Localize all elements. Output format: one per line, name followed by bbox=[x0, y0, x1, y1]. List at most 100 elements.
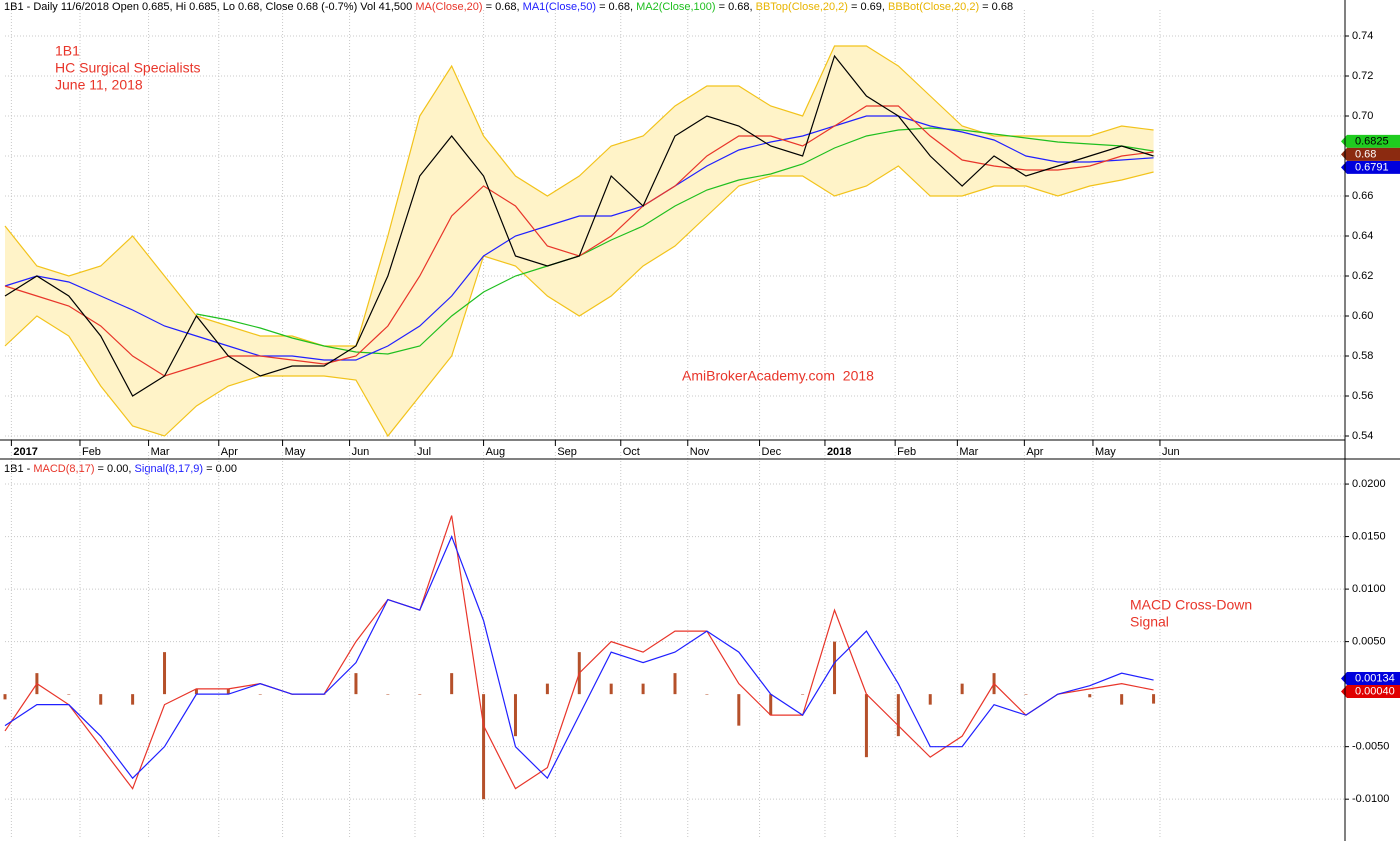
x-tick-label: Feb bbox=[897, 446, 916, 458]
x-tick-label: Nov bbox=[690, 446, 710, 458]
histogram-bar bbox=[896, 694, 900, 737]
histogram-bar bbox=[833, 641, 837, 695]
annotation: HC Surgical Specialists bbox=[55, 60, 201, 76]
series-line bbox=[196, 127, 1154, 355]
watermark: AmiBrokerAcademy.com 2018 bbox=[682, 368, 874, 384]
last-value-label: 0.00040 bbox=[1355, 685, 1395, 697]
x-tick-label: Feb bbox=[82, 446, 101, 458]
y-tick-label: 0.74 bbox=[1352, 30, 1373, 42]
series-line bbox=[4, 54, 1154, 397]
y-tick-label: 0.54 bbox=[1352, 430, 1373, 442]
x-tick-label: Oct bbox=[623, 446, 640, 458]
x-tick-label: Mar bbox=[151, 446, 170, 458]
y-tick-label: -0.0050 bbox=[1352, 741, 1389, 753]
series-line bbox=[4, 515, 1154, 790]
histogram-bar bbox=[99, 694, 103, 705]
histogram-bar bbox=[67, 694, 71, 695]
last-value-label: 0.6791 bbox=[1355, 161, 1389, 173]
y-tick-label: 0.66 bbox=[1352, 190, 1373, 202]
histogram-bar bbox=[513, 694, 517, 737]
histogram-bar bbox=[131, 694, 135, 705]
header-segment: MA(Close,20) bbox=[415, 1, 482, 13]
histogram-bar bbox=[354, 673, 358, 695]
histogram-bar bbox=[163, 652, 167, 695]
x-tick-label: Apr bbox=[1026, 446, 1043, 458]
series-line bbox=[4, 165, 1154, 438]
series-line bbox=[4, 115, 1154, 361]
header-segment: MA1(Close,50) bbox=[523, 1, 596, 13]
annotation: MACD Cross-Down bbox=[1130, 597, 1252, 613]
x-tick-label: Jul bbox=[417, 446, 431, 458]
annotation: June 11, 2018 bbox=[55, 77, 143, 93]
histogram-bar bbox=[801, 694, 805, 695]
histogram-bar bbox=[482, 694, 486, 800]
histogram-bar bbox=[1152, 694, 1156, 704]
histogram-bar bbox=[194, 688, 198, 695]
y-tick-label: 0.64 bbox=[1352, 230, 1373, 242]
header-segment: = 0.00, bbox=[94, 463, 134, 475]
header-segment: = 0.00 bbox=[203, 463, 237, 475]
histogram-bar bbox=[960, 683, 964, 695]
x-tick-label: Aug bbox=[486, 446, 506, 458]
header-segment: 1B1 - bbox=[4, 463, 33, 475]
header-segment: BBBot(Close,20,2) bbox=[888, 1, 979, 13]
header-segment: 1B1 - Daily 11/6/2018 Open 0.685, Hi 0.6… bbox=[4, 1, 415, 13]
x-tick-label: Jun bbox=[1162, 446, 1180, 458]
y-tick-label: 0.0050 bbox=[1352, 636, 1386, 648]
histogram-bar bbox=[1120, 694, 1124, 705]
histogram-bar bbox=[928, 694, 932, 705]
last-value-label: 0.68 bbox=[1355, 148, 1376, 160]
y-tick-label: 0.0200 bbox=[1352, 478, 1386, 490]
x-tick-label: 2017 bbox=[13, 446, 37, 458]
x-tick-label: Mar bbox=[959, 446, 978, 458]
header-segment: = 0.68 bbox=[979, 1, 1013, 13]
x-tick-label: Dec bbox=[762, 446, 782, 458]
x-tick-label: May bbox=[285, 446, 306, 458]
header-segment: = 0.68, bbox=[716, 1, 756, 13]
x-tick-label: Apr bbox=[221, 446, 238, 458]
header-segment: Signal(8,17,9) bbox=[135, 463, 204, 475]
series-line bbox=[4, 534, 1154, 780]
y-tick-label: 0.0100 bbox=[1352, 583, 1386, 595]
y-tick-label: 0.60 bbox=[1352, 310, 1373, 322]
header-segment: = 0.68, bbox=[596, 1, 636, 13]
last-value-flag bbox=[1341, 160, 1400, 174]
histogram-bar bbox=[641, 683, 645, 695]
chart-header: 1B1 - MACD(8,17) = 0.00, Signal(8,17,9) … bbox=[4, 463, 237, 475]
x-tick-label: May bbox=[1095, 446, 1116, 458]
histogram-bar bbox=[258, 694, 262, 695]
x-tick-label: 2018 bbox=[827, 446, 851, 458]
annotation: Signal bbox=[1130, 614, 1169, 630]
last-value-label: 0.6825 bbox=[1355, 135, 1389, 147]
histogram-bar bbox=[864, 694, 868, 758]
last-value-flag bbox=[1341, 147, 1400, 161]
histogram-bar bbox=[769, 694, 773, 716]
y-tick-label: 0.0150 bbox=[1352, 530, 1386, 542]
x-tick-label: Jun bbox=[352, 446, 370, 458]
histogram-bar bbox=[609, 683, 613, 695]
y-tick-label: 0.56 bbox=[1352, 390, 1373, 402]
histogram-bar bbox=[418, 694, 422, 695]
y-tick-label: -0.0100 bbox=[1352, 793, 1389, 805]
chart-header: 1B1 - Daily 11/6/2018 Open 0.685, Hi 0.6… bbox=[4, 1, 1013, 13]
histogram-bar bbox=[386, 694, 390, 695]
y-tick-label: 0.70 bbox=[1352, 110, 1373, 122]
histogram-bar bbox=[226, 688, 230, 695]
plot-layer: 1B1 - Daily 11/6/2018 Open 0.685, Hi 0.6… bbox=[3, 1, 1400, 837]
y-tick-label: 0.62 bbox=[1352, 270, 1373, 282]
y-tick-label: 0.72 bbox=[1352, 70, 1373, 82]
histogram-bar bbox=[737, 694, 741, 726]
x-tick-label: Sep bbox=[557, 446, 577, 458]
header-segment: MA2(Close,100) bbox=[636, 1, 715, 13]
histogram-bar bbox=[450, 673, 454, 695]
histogram-bar bbox=[545, 683, 549, 695]
last-value-label: 0.00134 bbox=[1355, 672, 1395, 684]
histogram-bar bbox=[673, 673, 677, 695]
last-value-flag bbox=[1341, 685, 1400, 699]
header-segment: MACD(8,17) bbox=[33, 463, 94, 475]
header-segment: = 0.69, bbox=[848, 1, 888, 13]
histogram-bar bbox=[1024, 694, 1028, 695]
annotation: 1B1 bbox=[55, 43, 80, 59]
histogram-bar bbox=[705, 694, 709, 695]
